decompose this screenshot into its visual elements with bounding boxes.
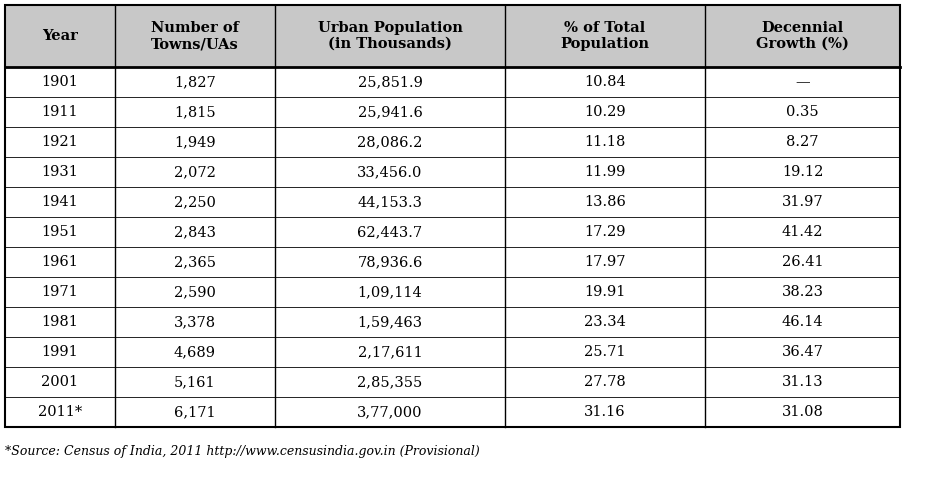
Text: 2,85,355: 2,85,355: [357, 375, 423, 389]
Text: 0.35: 0.35: [786, 105, 819, 119]
Text: 1961: 1961: [41, 255, 78, 269]
Bar: [5, 187, 900, 217]
Text: 1,949: 1,949: [174, 135, 216, 149]
Text: 31.08: 31.08: [781, 405, 823, 419]
Bar: [5, 67, 900, 97]
Text: 2,365: 2,365: [174, 255, 216, 269]
Text: 10.29: 10.29: [584, 105, 626, 119]
Text: 6,171: 6,171: [174, 405, 216, 419]
Text: Year: Year: [42, 29, 78, 43]
Text: 2011*: 2011*: [38, 405, 82, 419]
Text: 25,941.6: 25,941.6: [357, 105, 422, 119]
Text: 25.71: 25.71: [585, 345, 626, 359]
Text: 1,815: 1,815: [174, 105, 216, 119]
Text: 31.13: 31.13: [782, 375, 823, 389]
Text: 1,827: 1,827: [174, 75, 216, 89]
Text: 5,161: 5,161: [174, 375, 216, 389]
Text: 1971: 1971: [41, 285, 78, 299]
Text: 13.86: 13.86: [584, 195, 626, 209]
Text: 44,153.3: 44,153.3: [357, 195, 422, 209]
Text: 1911: 1911: [41, 105, 78, 119]
Bar: [5, 5, 900, 427]
Text: 31.97: 31.97: [782, 195, 823, 209]
Bar: [5, 307, 900, 337]
Text: 8.27: 8.27: [786, 135, 819, 149]
Text: 41.42: 41.42: [782, 225, 823, 239]
Text: 27.78: 27.78: [584, 375, 626, 389]
Bar: [5, 217, 900, 247]
Text: Urban Population
(in Thousands): Urban Population (in Thousands): [318, 21, 462, 51]
Bar: [5, 127, 900, 157]
Text: 2001: 2001: [41, 375, 79, 389]
Text: 2,250: 2,250: [174, 195, 216, 209]
Bar: [5, 337, 900, 367]
Text: 4,689: 4,689: [174, 345, 216, 359]
Text: 1,59,463: 1,59,463: [357, 315, 423, 329]
Bar: [5, 397, 900, 427]
Text: 10.84: 10.84: [584, 75, 626, 89]
Text: 33,456.0: 33,456.0: [357, 165, 423, 179]
Text: 11.99: 11.99: [585, 165, 626, 179]
Text: 1,09,114: 1,09,114: [357, 285, 422, 299]
Text: 31.16: 31.16: [584, 405, 626, 419]
Text: % of Total
Population: % of Total Population: [560, 21, 650, 51]
Text: 2,17,611: 2,17,611: [357, 345, 422, 359]
Text: Decennial
Growth (%): Decennial Growth (%): [756, 21, 849, 51]
Text: 2,843: 2,843: [174, 225, 216, 239]
Text: 78,936.6: 78,936.6: [357, 255, 423, 269]
Text: 1991: 1991: [41, 345, 78, 359]
Text: 46.14: 46.14: [782, 315, 823, 329]
Text: 17.97: 17.97: [585, 255, 626, 269]
Text: 62,443.7: 62,443.7: [357, 225, 423, 239]
Bar: [5, 247, 900, 277]
Text: 1951: 1951: [41, 225, 78, 239]
Text: 3,77,000: 3,77,000: [357, 405, 423, 419]
Text: 11.18: 11.18: [585, 135, 626, 149]
Text: 1981: 1981: [41, 315, 78, 329]
Text: 28,086.2: 28,086.2: [357, 135, 423, 149]
Text: 25,851.9: 25,851.9: [357, 75, 422, 89]
Text: 1941: 1941: [41, 195, 78, 209]
Bar: [5, 5, 900, 67]
Text: 1901: 1901: [41, 75, 78, 89]
Bar: [5, 367, 900, 397]
Text: 36.47: 36.47: [781, 345, 823, 359]
Text: *Source: Census of India, 2011 http://www.censusindia.gov.in (Provisional): *Source: Census of India, 2011 http://ww…: [5, 445, 479, 458]
Bar: [5, 97, 900, 127]
Text: 1931: 1931: [41, 165, 78, 179]
Text: 2,072: 2,072: [174, 165, 216, 179]
Text: 19.91: 19.91: [585, 285, 626, 299]
Text: 19.12: 19.12: [782, 165, 823, 179]
Text: 3,378: 3,378: [174, 315, 216, 329]
Bar: [5, 157, 900, 187]
Bar: [5, 277, 900, 307]
Text: 2,590: 2,590: [174, 285, 216, 299]
Text: —: —: [795, 75, 810, 89]
Text: 17.29: 17.29: [585, 225, 626, 239]
Text: 1921: 1921: [41, 135, 78, 149]
Text: Number of
Towns/UAs: Number of Towns/UAs: [151, 21, 239, 51]
Text: 23.34: 23.34: [584, 315, 626, 329]
Text: 26.41: 26.41: [782, 255, 823, 269]
Text: 38.23: 38.23: [781, 285, 823, 299]
